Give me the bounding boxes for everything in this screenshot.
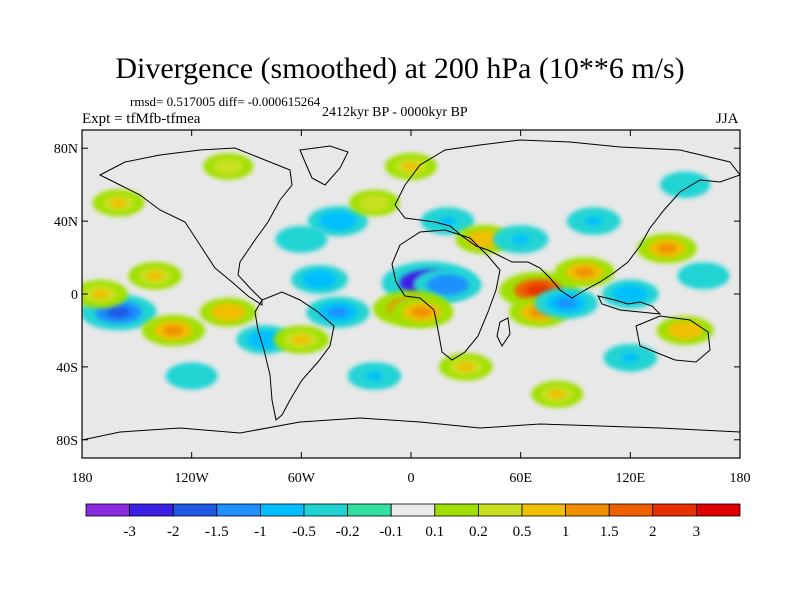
colorbar-swatch: [652, 503, 697, 517]
lon-tick-label: 120W: [175, 471, 210, 486]
field-anomaly-core: [183, 371, 200, 381]
colorbar-swatch: [477, 503, 523, 517]
colorbar-label: -3: [123, 524, 136, 540]
field-anomaly-core: [402, 162, 420, 171]
colorbar-swatch: [565, 503, 610, 517]
lon-tick-label: 60E: [509, 471, 532, 486]
field-anomaly-core: [293, 235, 310, 244]
field-anomaly-core: [255, 334, 274, 345]
divergence-field: [82, 152, 730, 408]
colorbar-swatch: [521, 503, 566, 517]
field-anomaly-core: [457, 362, 475, 372]
page-title: Divergence (smoothed) at 200 hPa (10**6 …: [115, 52, 685, 85]
colorbar-label: -0.5: [292, 524, 316, 540]
field-anomaly-core: [366, 198, 383, 208]
field-anomaly-core: [146, 271, 164, 281]
colorbar-swatch: [434, 503, 479, 517]
colorbar-label: -1: [254, 524, 267, 540]
colorbar-label: 1.5: [600, 524, 619, 540]
colorbar-swatch: [608, 503, 654, 517]
colorbar-swatch: [259, 503, 305, 517]
colorbar-swatch: [216, 503, 261, 517]
latitude-axis: 80N 40N 0 40S 80S: [54, 142, 740, 449]
field-anomaly-core: [676, 325, 695, 336]
colorbar-swatch: [390, 503, 436, 517]
field-anomaly-core: [585, 216, 603, 226]
lat-tick-label: 0: [71, 288, 78, 303]
field-anomaly-core: [365, 371, 384, 381]
colorbar-swatch: [129, 503, 174, 517]
field-anomaly-core: [575, 267, 595, 277]
period-label: 2412kyr BP - 0000kyr BP: [322, 105, 468, 120]
coastlines: [82, 139, 740, 441]
lat-tick-label: 40N: [54, 215, 78, 230]
lat-tick-label: 40S: [56, 361, 78, 376]
lat-tick-label: 80N: [54, 142, 78, 157]
field-anomaly-core: [327, 307, 349, 318]
colorbar-label: 2: [649, 524, 657, 540]
field-anomaly-core: [475, 234, 494, 244]
field-anomaly-core: [548, 389, 566, 399]
field-anomaly-core: [695, 271, 712, 281]
lat-tick-label: 80S: [56, 434, 78, 449]
lon-tick-label: 180: [72, 471, 93, 486]
field-anomaly-core: [91, 289, 110, 299]
field-anomaly-core: [621, 289, 640, 299]
field-anomaly-core: [556, 298, 577, 309]
longitude-axis: 180 120W 60W 0 60E 120E 180: [72, 130, 751, 486]
field-anomaly-core: [436, 279, 459, 291]
lon-tick-label: 120E: [616, 471, 646, 486]
colorbar-swatch: [85, 503, 130, 517]
lon-tick-label: 0: [408, 471, 415, 486]
colorbar-swatch: [303, 503, 348, 517]
colorbar-label: -0.2: [336, 524, 360, 540]
field-anomaly-core: [677, 180, 694, 189]
field-anomaly-core: [292, 335, 311, 345]
field-anomaly-core: [163, 325, 184, 336]
colorbar-swatch: [347, 503, 392, 517]
colorbar-label: 1: [562, 524, 570, 540]
field-anomaly-core: [411, 307, 433, 318]
colorbar-label: 0.5: [513, 524, 532, 540]
experiment-label: Expt = tfMfb-tfmea: [82, 111, 201, 127]
colorbar: -3 -2 -1.5 -1 -0.5 -0.2 -0.1 0.1 0.2 0.5 1 1.5 2 3: [85, 503, 741, 540]
field-anomaly-core: [438, 216, 457, 226]
field-anomaly-core: [657, 243, 677, 254]
season-label: JJA: [716, 111, 739, 127]
lon-tick-label: 180: [730, 471, 751, 486]
field-anomaly-core: [511, 234, 530, 244]
field-anomaly-core: [310, 274, 329, 285]
colorbar-label: -1.5: [205, 524, 229, 540]
colorbar-label: 0.1: [425, 524, 444, 540]
colorbar-label: -2: [167, 524, 180, 540]
rmsd-stats: rmsd= 0.517005 diff= -0.000615264: [130, 94, 321, 109]
field-anomaly-core: [106, 306, 131, 318]
colorbar-swatch: [172, 503, 218, 517]
colorbar-swatch: [696, 503, 741, 517]
colorbar-label: -0.1: [379, 524, 403, 540]
field-anomaly-core: [220, 162, 237, 171]
field-anomaly-core: [110, 198, 127, 208]
colorbar-label: 3: [693, 524, 701, 540]
colorbar-label: 0.2: [469, 524, 488, 540]
field-anomaly-core: [219, 307, 238, 317]
field-anomaly-core: [328, 216, 348, 226]
field-anomaly-core: [621, 353, 639, 363]
lon-tick-label: 60W: [288, 471, 316, 486]
